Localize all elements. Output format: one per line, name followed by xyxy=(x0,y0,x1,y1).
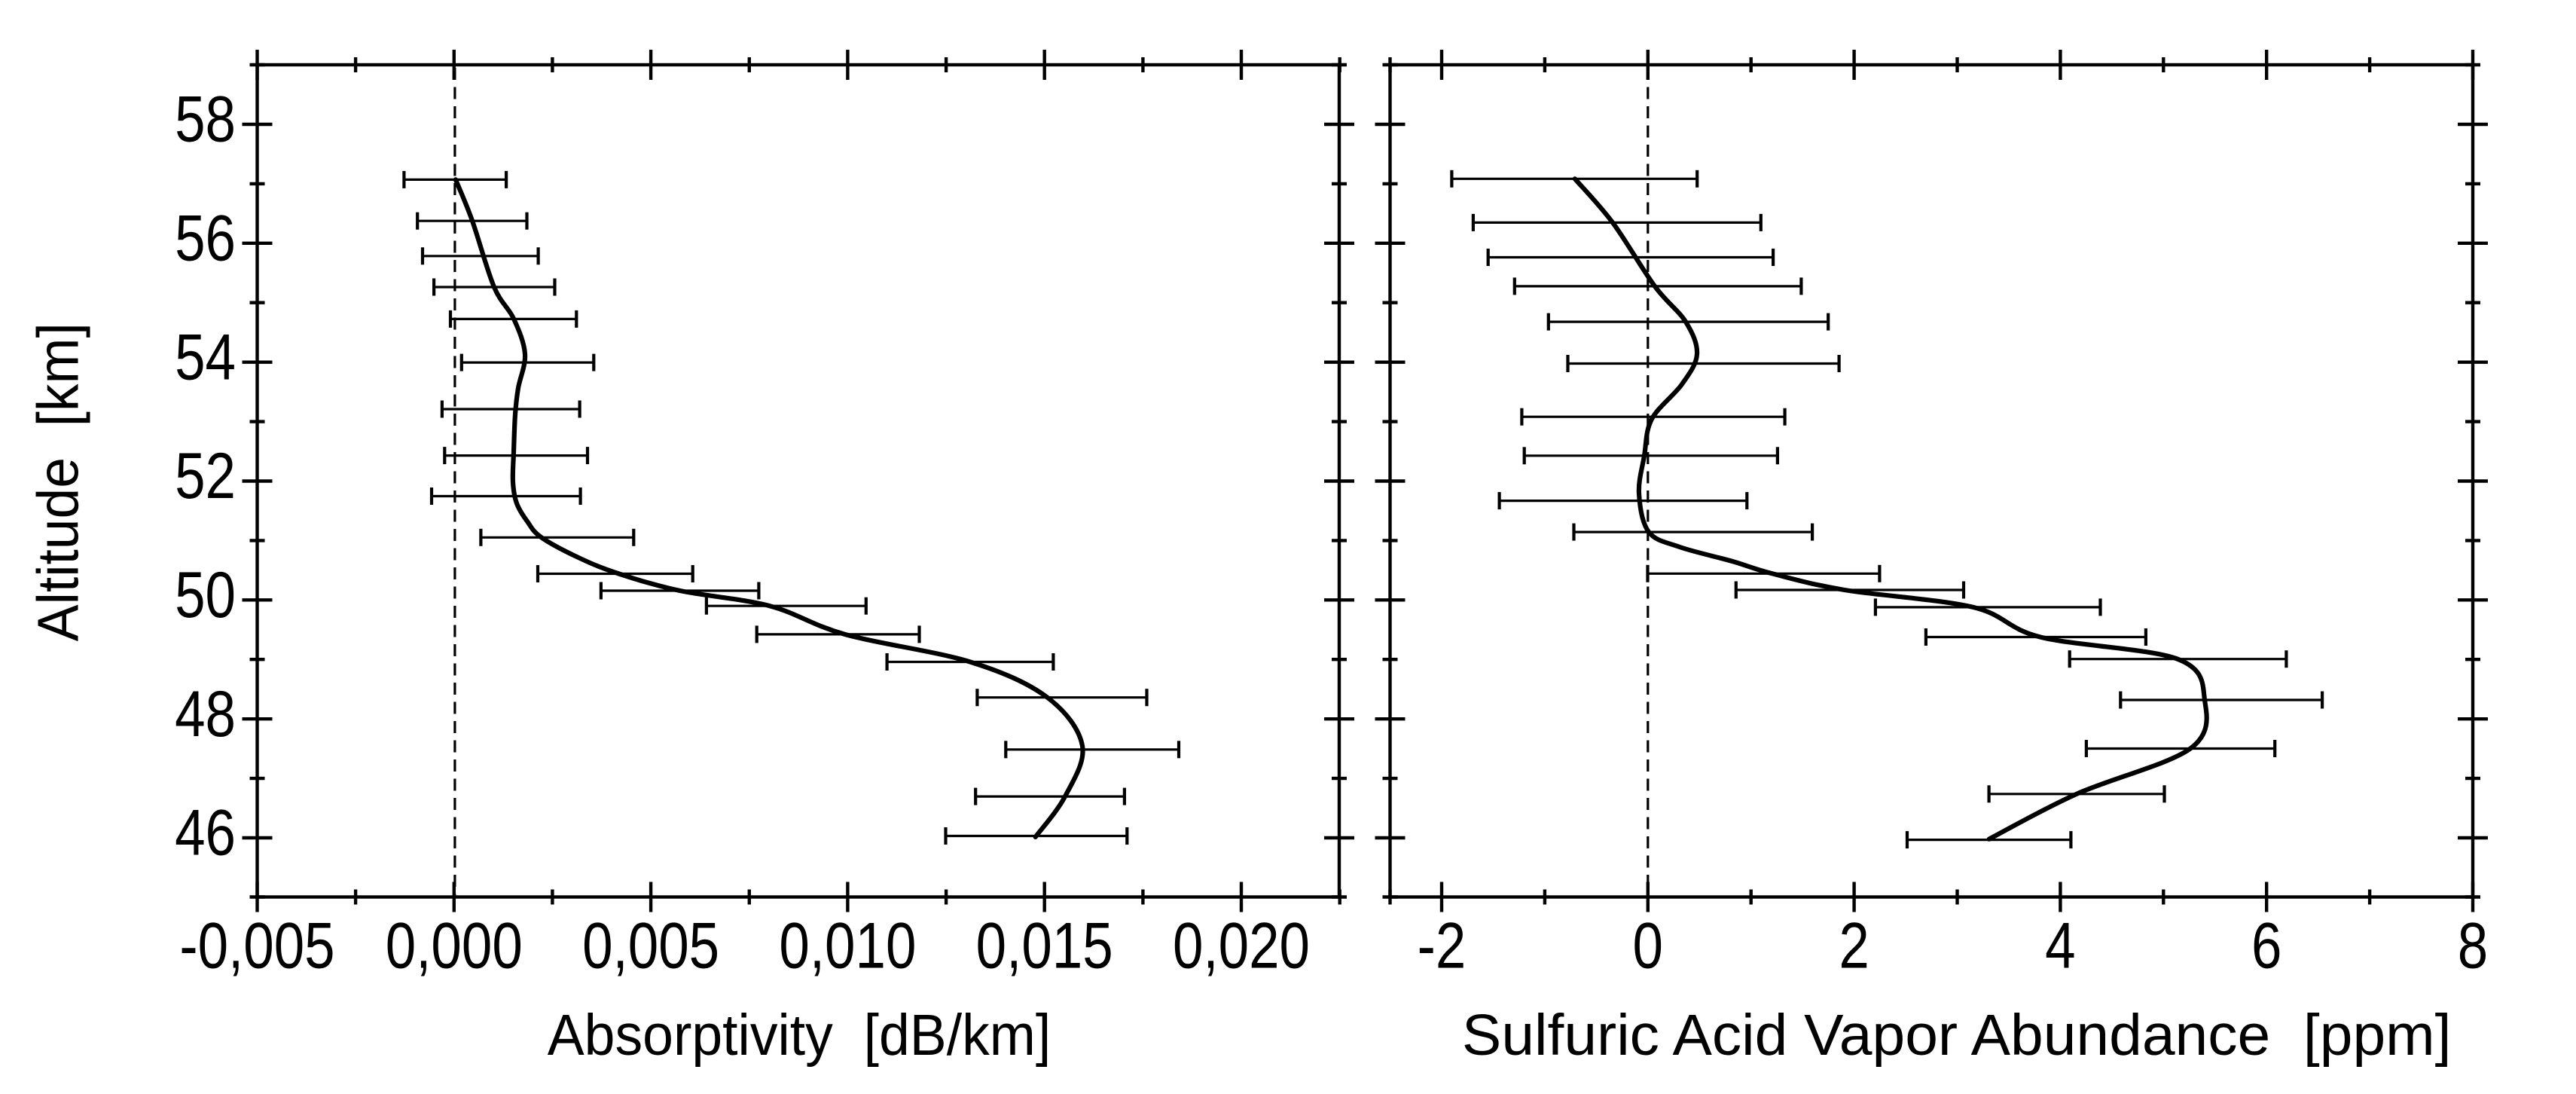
svg-text:Sulfuric Acid Vapor Abundance: Sulfuric Acid Vapor Abundance [ppm] xyxy=(1462,1002,2452,1068)
svg-text:Absorptivity [dB/km]: Absorptivity [dB/km] xyxy=(548,1002,1051,1067)
svg-text:0,010: 0,010 xyxy=(779,909,916,981)
svg-text:0: 0 xyxy=(1633,909,1663,981)
svg-text:0,000: 0,000 xyxy=(386,909,523,981)
svg-text:6: 6 xyxy=(2251,909,2281,981)
svg-text:2: 2 xyxy=(1839,909,1869,981)
svg-text:0,005: 0,005 xyxy=(582,909,719,981)
svg-text:46: 46 xyxy=(175,796,236,869)
svg-text:8: 8 xyxy=(2458,909,2488,981)
svg-text:0,015: 0,015 xyxy=(976,909,1113,981)
svg-text:52: 52 xyxy=(175,439,236,512)
svg-text:-0,005: -0,005 xyxy=(179,909,334,981)
svg-text:Altitude [km]: Altitude [km] xyxy=(26,322,90,641)
svg-text:56: 56 xyxy=(175,202,236,274)
svg-text:50: 50 xyxy=(175,558,236,631)
svg-text:-2: -2 xyxy=(1418,909,1467,981)
svg-text:54: 54 xyxy=(175,320,236,393)
svg-text:0,020: 0,020 xyxy=(1173,909,1310,981)
svg-text:4: 4 xyxy=(2045,909,2075,981)
svg-text:48: 48 xyxy=(175,677,236,750)
svg-text:58: 58 xyxy=(175,83,236,155)
